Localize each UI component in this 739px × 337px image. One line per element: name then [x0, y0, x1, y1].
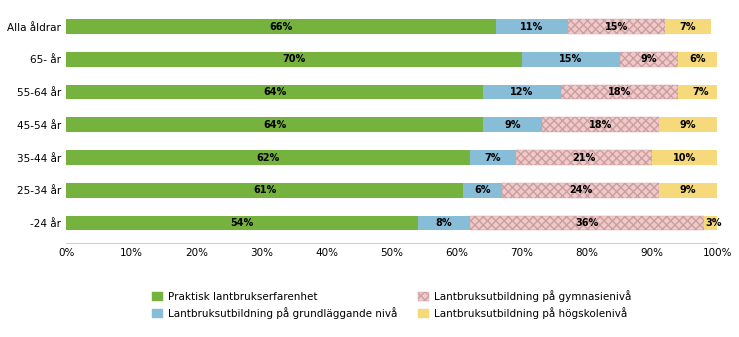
- Text: 12%: 12%: [511, 87, 534, 97]
- Bar: [470, 150, 516, 165]
- Bar: [67, 117, 483, 132]
- Bar: [496, 19, 568, 34]
- Text: 64%: 64%: [263, 87, 286, 97]
- Text: 24%: 24%: [569, 185, 592, 195]
- Legend: Praktisk lantbrukserfarenhet, Lantbruksutbildning på grundläggande nivå, Lantbru: Praktisk lantbrukserfarenhet, Lantbruksu…: [152, 290, 631, 319]
- Text: 9%: 9%: [641, 54, 657, 64]
- Bar: [516, 150, 653, 165]
- Text: 64%: 64%: [263, 120, 286, 130]
- Text: 61%: 61%: [253, 185, 276, 195]
- Bar: [658, 183, 718, 197]
- Bar: [678, 52, 718, 67]
- Text: 18%: 18%: [588, 120, 612, 130]
- Bar: [483, 117, 542, 132]
- Text: 15%: 15%: [605, 22, 628, 32]
- Text: 8%: 8%: [435, 218, 452, 228]
- Text: 36%: 36%: [576, 218, 599, 228]
- Text: 9%: 9%: [680, 120, 696, 130]
- Bar: [418, 216, 470, 231]
- Bar: [704, 216, 723, 231]
- Text: 15%: 15%: [559, 54, 582, 64]
- Bar: [67, 85, 483, 99]
- Text: 10%: 10%: [673, 153, 696, 162]
- Text: 7%: 7%: [485, 153, 501, 162]
- Text: 18%: 18%: [608, 87, 631, 97]
- Bar: [561, 85, 678, 99]
- Bar: [658, 117, 718, 132]
- Bar: [67, 19, 496, 34]
- Bar: [620, 52, 678, 67]
- Bar: [678, 85, 723, 99]
- Text: 9%: 9%: [680, 185, 696, 195]
- Bar: [470, 216, 704, 231]
- Text: 70%: 70%: [282, 54, 306, 64]
- Bar: [542, 117, 658, 132]
- Bar: [483, 85, 561, 99]
- Bar: [67, 150, 470, 165]
- Text: 9%: 9%: [504, 120, 520, 130]
- Bar: [67, 183, 463, 197]
- Text: 6%: 6%: [474, 185, 491, 195]
- Text: 3%: 3%: [706, 218, 722, 228]
- Text: 7%: 7%: [680, 22, 696, 32]
- Text: 6%: 6%: [689, 54, 706, 64]
- Text: 66%: 66%: [270, 22, 293, 32]
- Bar: [503, 183, 658, 197]
- Bar: [653, 150, 718, 165]
- Bar: [522, 52, 620, 67]
- Text: 54%: 54%: [231, 218, 253, 228]
- Text: 11%: 11%: [520, 22, 543, 32]
- Bar: [568, 19, 665, 34]
- Text: 7%: 7%: [692, 87, 709, 97]
- Bar: [665, 19, 711, 34]
- Bar: [67, 216, 418, 231]
- Text: 21%: 21%: [572, 153, 596, 162]
- Bar: [67, 52, 522, 67]
- Text: 62%: 62%: [256, 153, 280, 162]
- Bar: [463, 183, 503, 197]
